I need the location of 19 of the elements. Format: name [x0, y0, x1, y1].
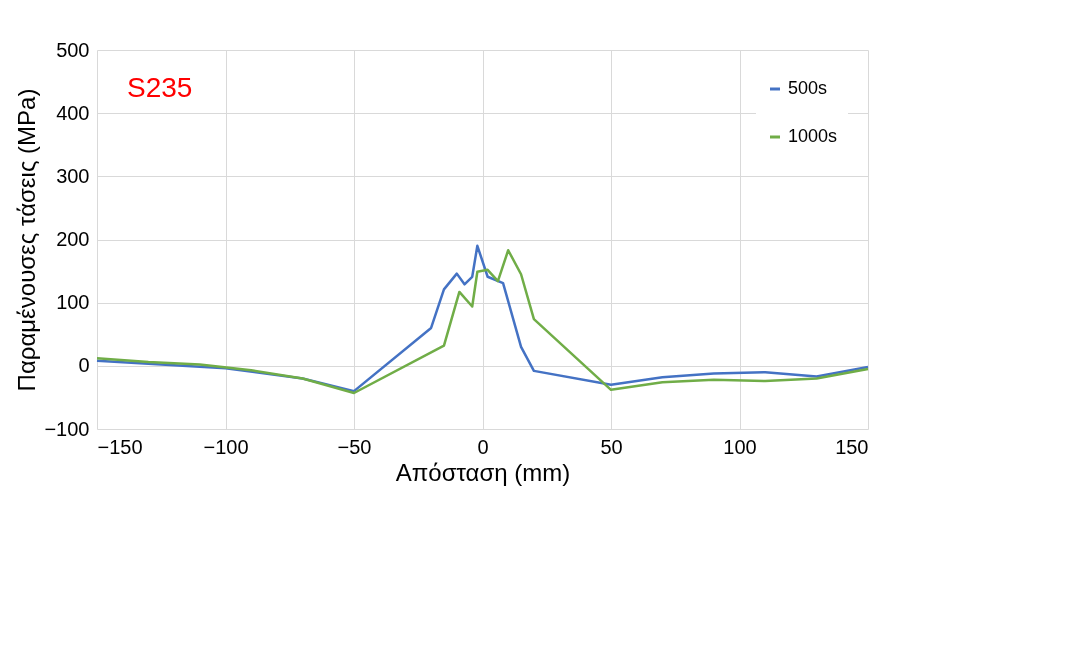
- x-tick-label: 50: [600, 435, 623, 458]
- y-axis-title: Παραμένουσες τάσεις (MPa): [13, 88, 41, 392]
- x-tick-label: −50: [337, 435, 372, 458]
- y-tick-label: 300: [56, 164, 90, 187]
- y-tick-label: 500: [56, 38, 90, 61]
- y-tick-label: 200: [56, 228, 90, 250]
- x-tick-label: −100: [203, 435, 249, 458]
- annotation: S235: [127, 72, 193, 103]
- legend-label: 500s: [788, 78, 828, 98]
- y-tick-label: 0: [78, 354, 90, 377]
- x-axis-title: Απόσταση (mm): [395, 458, 571, 486]
- legend-label: 1000s: [788, 126, 838, 146]
- y-tick-label: 100: [56, 291, 90, 314]
- y-tick-label: −100: [44, 417, 90, 440]
- x-tick-label: −150: [97, 435, 143, 458]
- x-tick-label: 150: [835, 435, 869, 458]
- x-tick-label: 100: [723, 435, 757, 458]
- x-tick-label: 0: [477, 435, 489, 458]
- y-tick-label: 400: [56, 101, 90, 124]
